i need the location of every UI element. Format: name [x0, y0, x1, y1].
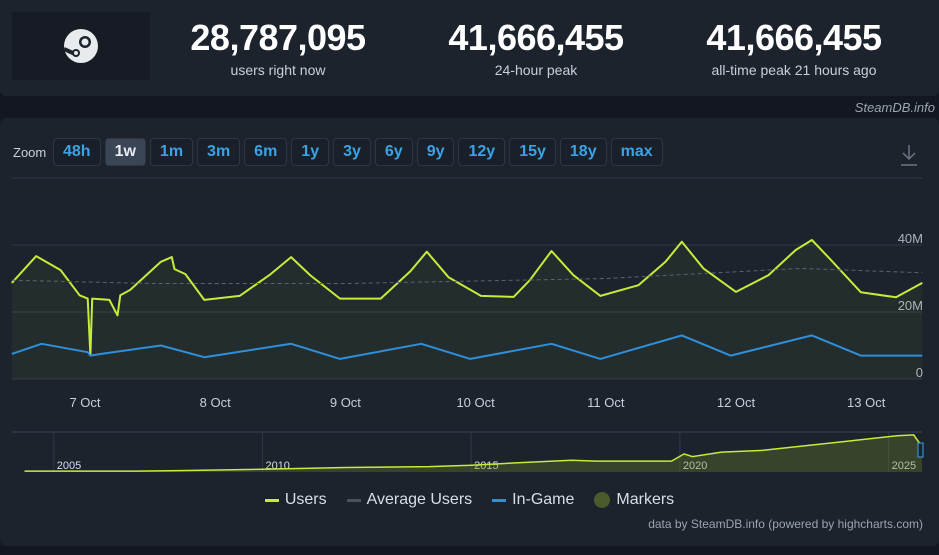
legend-item-users[interactable]: Users	[264, 491, 327, 509]
zoom-button-1y[interactable]: 1y	[291, 138, 330, 166]
x-tick-label: 13 Oct	[847, 395, 886, 410]
x-tick-label: 7 Oct	[69, 395, 101, 410]
navigator-tick-label: 2005	[57, 460, 81, 472]
stat-label: all-time peak 21 hours ago	[711, 62, 877, 78]
stat-value: 41,666,455	[448, 17, 624, 58]
navigator-tick-label: 2015	[474, 460, 498, 472]
legend-item-markers[interactable]: Markers	[594, 491, 674, 509]
zoom-button-12y[interactable]: 12y	[458, 138, 506, 166]
stat-value: 41,666,455	[706, 17, 882, 58]
zoom-button-1w[interactable]: 1w	[104, 138, 146, 166]
stat-value: 28,787,095	[190, 17, 366, 58]
legend-item-average-users[interactable]: Average Users	[346, 491, 473, 509]
series-line-in-game	[11, 334, 923, 360]
legend-swatch	[492, 498, 507, 502]
users-area	[11, 240, 923, 379]
y-tick-label: 0	[916, 365, 923, 380]
stat-label: users right now	[230, 62, 326, 78]
y-tick-label: 20M	[898, 298, 923, 313]
download-icon[interactable]	[898, 143, 920, 167]
zoom-button-48h[interactable]: 48h	[53, 138, 101, 166]
stat-label: 24-hour peak	[494, 62, 578, 78]
zoom-button-6m[interactable]: 6m	[244, 138, 288, 166]
zoom-buttons: 48h 1w 1m 3m 6m 1y 3y 6y 9y 12y 15y 18y max	[53, 138, 663, 166]
steamdb-credit[interactable]: SteamDB.info	[854, 100, 935, 115]
navigator-area	[24, 434, 922, 472]
zoom-button-3m[interactable]: 3m	[197, 138, 241, 166]
navigator-handle[interactable]	[917, 442, 924, 458]
stat-24h-peak: 41,666,455 24-hour peak	[416, 17, 656, 79]
navigator-line	[24, 434, 923, 472]
x-tick-label: 12 Oct	[716, 395, 756, 410]
legend-swatch	[594, 492, 611, 508]
x-tick-label: 8 Oct	[199, 395, 231, 410]
legend-item-in-game[interactable]: In-Game	[492, 491, 574, 509]
y-tick-label: 40M	[897, 231, 923, 246]
legend-label: Users	[284, 491, 327, 508]
stat-all-time-peak: 41,666,455 all-time peak 21 hours ago	[674, 17, 914, 79]
zoom-button-max[interactable]: max	[610, 138, 663, 166]
zoom-button-18y[interactable]: 18y	[559, 138, 607, 166]
legend-label: In-Game	[512, 491, 575, 508]
legend-label: Markers	[616, 491, 675, 508]
legend-label: Average Users	[366, 491, 473, 508]
zoom-button-1m[interactable]: 1m	[149, 138, 194, 166]
steam-icon	[63, 29, 98, 63]
navigator-tick-label: 2020	[683, 460, 707, 472]
chart-legend: Users Average Users In-Game Markers	[0, 491, 939, 509]
navigator-tick-label: 2025	[892, 460, 916, 472]
series-line-average-users	[11, 267, 923, 284]
series-line-users	[11, 239, 923, 357]
legend-swatch	[346, 498, 361, 502]
zoom-button-3y[interactable]: 3y	[333, 138, 371, 166]
stats-header: 28,787,095 users right now 41,666,455 24…	[0, 0, 939, 96]
legend-swatch	[264, 498, 279, 502]
zoom-label: Zoom	[13, 145, 47, 160]
x-tick-label: 9 Oct	[329, 395, 361, 410]
zoom-button-15y[interactable]: 15y	[509, 138, 556, 166]
zoom-button-6y[interactable]: 6y	[374, 138, 413, 166]
stat-users-now: 28,787,095 users right now	[158, 17, 398, 79]
highcharts-credit[interactable]: data by SteamDB.info (powered by highcha…	[648, 517, 923, 531]
zoom-button-9y[interactable]: 9y	[416, 138, 455, 166]
chart-panel	[0, 118, 939, 546]
x-tick-label: 11 Oct	[587, 395, 625, 410]
x-tick-label: 10 Oct	[456, 395, 495, 410]
steam-logo[interactable]	[12, 12, 150, 80]
